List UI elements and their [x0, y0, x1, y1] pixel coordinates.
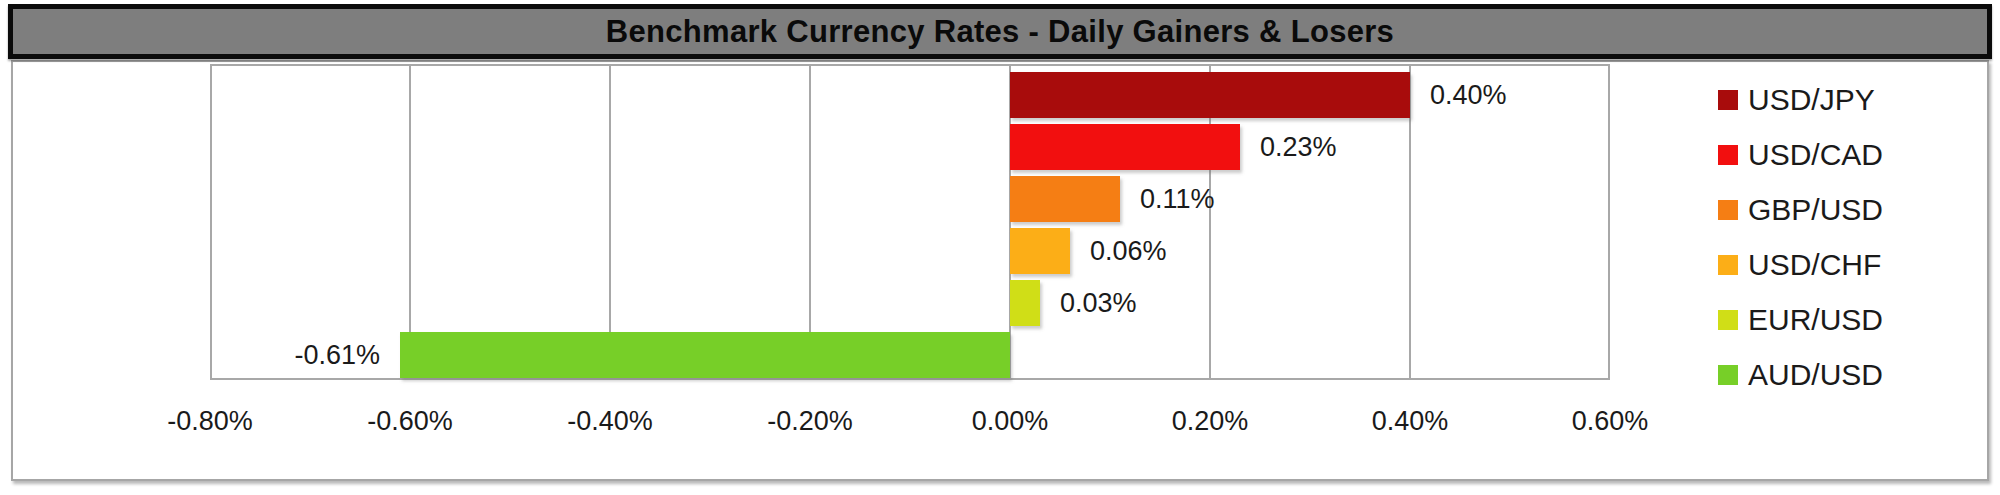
bar-value-label: 0.23%: [1260, 130, 1337, 164]
bar-value-label: -0.61%: [294, 338, 380, 372]
legend-label: AUD/USD: [1748, 357, 1883, 393]
x-axis-tick-label: 0.40%: [1340, 406, 1480, 437]
bar-value-label: 0.03%: [1060, 286, 1137, 320]
bar-usd-jpy: [1010, 72, 1410, 118]
legend-swatch-aud-usd: [1718, 365, 1738, 385]
x-axis-tick-label: 0.60%: [1540, 406, 1680, 437]
legend-label: USD/JPY: [1748, 82, 1875, 118]
bar-gbp-usd: [1010, 176, 1120, 222]
bar-aud-usd: [400, 332, 1010, 378]
x-axis-tick-label: -0.80%: [140, 406, 280, 437]
x-axis-tick-label: -0.20%: [740, 406, 880, 437]
legend-label: USD/CAD: [1748, 137, 1883, 173]
x-axis-tick-label: -0.40%: [540, 406, 680, 437]
legend-swatch-eur-usd: [1718, 310, 1738, 330]
bar-usd-cad: [1010, 124, 1240, 170]
bar-value-label: 0.06%: [1090, 234, 1167, 268]
chart-title-bar: Benchmark Currency Rates - Daily Gainers…: [8, 4, 1992, 59]
legend-label: USD/CHF: [1748, 247, 1881, 283]
bar-value-label: 0.11%: [1140, 182, 1215, 216]
plot-area: 0.40% 0.23% 0.11% 0.06% 0.03% -0.61%: [210, 64, 1610, 380]
chart-title: Benchmark Currency Rates - Daily Gainers…: [606, 14, 1394, 50]
bar-usd-chf: [1010, 228, 1070, 274]
legend-label: GBP/USD: [1748, 192, 1883, 228]
bar-value-label: 0.40%: [1430, 78, 1507, 112]
legend-swatch-gbp-usd: [1718, 200, 1738, 220]
legend-label: EUR/USD: [1748, 302, 1883, 338]
bar-eur-usd: [1010, 280, 1040, 326]
legend-swatch-usd-chf: [1718, 255, 1738, 275]
legend-swatch-usd-cad: [1718, 145, 1738, 165]
currency-rates-chart: Benchmark Currency Rates - Daily Gainers…: [0, 0, 2000, 495]
legend-swatch-usd-jpy: [1718, 90, 1738, 110]
x-axis-tick-label: -0.60%: [340, 406, 480, 437]
x-axis-tick-label: 0.20%: [1140, 406, 1280, 437]
x-axis-tick-label: 0.00%: [940, 406, 1080, 437]
